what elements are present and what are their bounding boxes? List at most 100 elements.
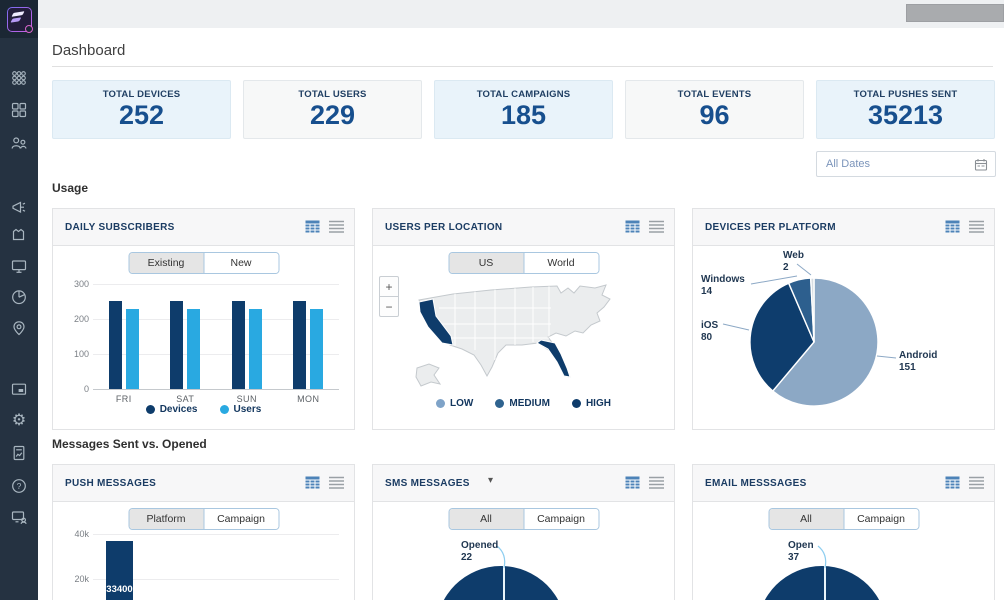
dropdown-caret-icon[interactable]: ▾ xyxy=(488,475,494,486)
table-view-icon[interactable] xyxy=(945,220,960,238)
devices-monitor-icon xyxy=(10,257,28,275)
menu-icon[interactable] xyxy=(329,476,344,494)
chart-legend: Devices Users xyxy=(53,404,354,415)
map-zoom-in-button[interactable]: + xyxy=(385,279,393,294)
y-tick: 20k xyxy=(74,574,89,584)
stat-card-total-devices: TOTAL DEVICES 252 xyxy=(52,80,231,139)
account-selector[interactable] xyxy=(906,4,1004,22)
stat-value: 96 xyxy=(699,100,730,131)
menu-icon[interactable] xyxy=(969,220,984,238)
panel-title: EMAIL MESSSAGES xyxy=(705,477,807,489)
email-open-label: Open 37 xyxy=(788,540,814,563)
sidebar-item-reports[interactable] xyxy=(10,444,28,462)
campaigns-megaphone-icon xyxy=(10,199,28,217)
menu-icon[interactable] xyxy=(649,476,664,494)
state-borders xyxy=(435,286,551,360)
sidebar-item-apps[interactable] xyxy=(10,69,28,87)
stat-value: 185 xyxy=(500,100,547,131)
sidebar-item-campaigns[interactable] xyxy=(10,199,28,217)
reports-icon xyxy=(10,444,28,462)
panel-email-messages: EMAIL MESSSAGES All Campaign Open 37 xyxy=(692,464,995,600)
tab-campaign[interactable]: Campaign xyxy=(203,509,278,529)
sidebar-nav: ⚙ ? xyxy=(0,0,38,600)
y-tick: 300 xyxy=(73,279,89,289)
sidebar-item-settings[interactable]: ⚙ xyxy=(10,412,28,430)
stat-label: TOTAL EVENTS xyxy=(677,89,752,101)
svg-text:?: ? xyxy=(17,481,22,491)
sidebar-item-locations[interactable] xyxy=(10,319,28,337)
map-zoom-out-button[interactable]: − xyxy=(380,296,398,316)
table-view-icon[interactable] xyxy=(625,476,640,494)
stat-label: TOTAL DEVICES xyxy=(102,89,181,101)
stat-label: TOTAL PUSHES SENT xyxy=(853,89,958,101)
panel-title: DAILY SUBSCRIBERS xyxy=(65,221,175,233)
app-logo[interactable] xyxy=(0,0,38,38)
panel-push-messages: PUSH MESSAGES Platform Campaign 40k 20k … xyxy=(52,464,355,600)
tab-us[interactable]: US xyxy=(449,253,523,273)
tab-all[interactable]: All xyxy=(449,509,523,529)
stat-label: TOTAL USERS xyxy=(298,89,367,101)
sms-group-toggle: All Campaign xyxy=(448,508,599,530)
table-view-icon[interactable] xyxy=(305,476,320,494)
tab-campaign[interactable]: Campaign xyxy=(843,509,918,529)
events-icon xyxy=(10,225,28,243)
sidebar-item-devices[interactable] xyxy=(10,257,28,275)
date-filter[interactable]: All Dates xyxy=(816,151,996,177)
push-messages-chart: 40k 20k 33400 xyxy=(63,502,344,600)
stat-value: 252 xyxy=(118,100,165,131)
tab-all[interactable]: All xyxy=(769,509,843,529)
email-pie-slice-gap xyxy=(824,566,826,600)
tab-new[interactable]: New xyxy=(203,253,278,273)
pie-slice-ios[interactable] xyxy=(749,282,815,392)
sidebar-item-device-management[interactable] xyxy=(10,508,28,526)
pie-slice-android[interactable] xyxy=(771,277,879,407)
settings-gear-icon: ⚙ xyxy=(11,412,27,429)
pie-slice-web[interactable] xyxy=(809,277,815,343)
sms-opened-label: Opened 22 xyxy=(461,540,499,563)
pie-leader-line xyxy=(876,355,897,359)
legend-medium: MEDIUM xyxy=(495,398,550,409)
map-zoom-controls: + − xyxy=(379,276,399,317)
us-map[interactable] xyxy=(409,274,639,394)
menu-icon[interactable] xyxy=(969,476,984,494)
daily-subscribers-chart: 0 100 200 300 FRI SAT SUN MON xyxy=(63,276,344,404)
y-tick: 200 xyxy=(73,314,89,324)
pie-label-ios: iOS 80 xyxy=(701,320,719,343)
sidebar-item-app-window[interactable] xyxy=(10,380,28,398)
table-view-icon[interactable] xyxy=(945,476,960,494)
tab-campaign[interactable]: Campaign xyxy=(523,509,598,529)
app-window-icon xyxy=(10,380,28,398)
table-view-icon[interactable] xyxy=(305,220,320,238)
pie-leader-line xyxy=(796,263,812,276)
subscriber-type-toggle: Existing New xyxy=(128,252,279,274)
alaska-shape xyxy=(415,363,442,387)
push-bar-value: 33400 xyxy=(106,584,133,595)
menu-icon[interactable] xyxy=(329,220,344,238)
bar-devices-fri xyxy=(108,300,122,389)
pie-label-android: Android 151 xyxy=(899,350,937,373)
sidebar-item-analytics[interactable] xyxy=(10,288,28,306)
bar-devices-sun xyxy=(231,300,245,389)
tab-existing[interactable]: Existing xyxy=(129,253,203,273)
menu-icon[interactable] xyxy=(649,220,664,238)
bar-devices-sat xyxy=(170,300,184,389)
push-group-toggle: Platform Campaign xyxy=(128,508,279,530)
california-shape[interactable] xyxy=(418,298,454,346)
legend-dot xyxy=(436,399,446,408)
section-heading-messages: Messages Sent vs. Opened xyxy=(52,437,207,451)
sidebar-item-events[interactable] xyxy=(10,225,28,243)
table-view-icon[interactable] xyxy=(625,220,640,238)
sidebar-item-widgets[interactable] xyxy=(10,101,28,119)
push-bar xyxy=(106,541,133,600)
x-tick: FRI xyxy=(115,394,132,404)
tab-world[interactable]: World xyxy=(523,253,598,273)
y-tick: 40k xyxy=(74,529,89,539)
florida-shape[interactable] xyxy=(536,339,571,378)
sidebar-item-audience[interactable] xyxy=(10,134,28,152)
panel-title: SMS MESSAGES xyxy=(385,477,470,489)
panel-title: USERS PER LOCATION xyxy=(385,221,503,233)
tab-platform[interactable]: Platform xyxy=(129,509,203,529)
legend-high: HIGH xyxy=(571,398,611,409)
bar-users-mon xyxy=(310,308,324,389)
sidebar-item-help[interactable]: ? xyxy=(10,477,28,495)
